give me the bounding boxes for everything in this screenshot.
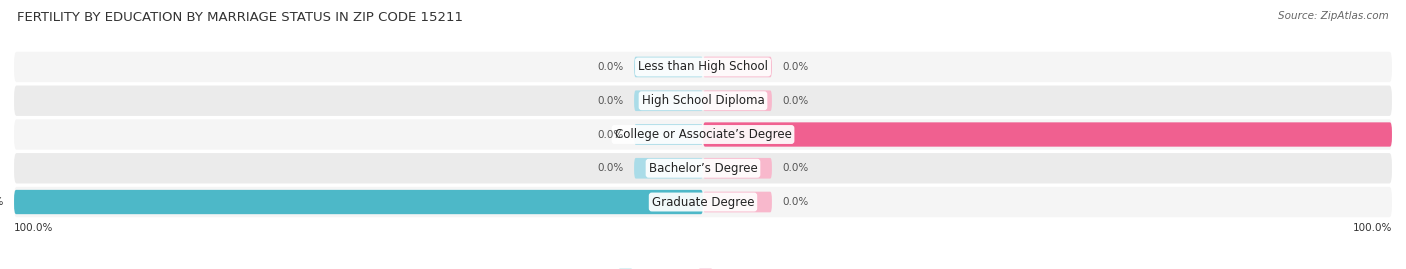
FancyBboxPatch shape [634,124,703,145]
Text: FERTILITY BY EDUCATION BY MARRIAGE STATUS IN ZIP CODE 15211: FERTILITY BY EDUCATION BY MARRIAGE STATU… [17,11,463,24]
Text: 0.0%: 0.0% [782,163,808,173]
FancyBboxPatch shape [703,192,772,212]
FancyBboxPatch shape [14,190,703,214]
Text: 0.0%: 0.0% [782,62,808,72]
Text: 100.0%: 100.0% [0,197,4,207]
Text: Source: ZipAtlas.com: Source: ZipAtlas.com [1278,11,1389,21]
FancyBboxPatch shape [14,187,1392,217]
Text: Graduate Degree: Graduate Degree [652,196,754,208]
FancyBboxPatch shape [703,158,772,179]
Text: 0.0%: 0.0% [782,197,808,207]
Legend: Married, Unmarried: Married, Unmarried [613,264,793,269]
FancyBboxPatch shape [634,57,703,77]
Text: 100.0%: 100.0% [1353,223,1392,233]
Text: 100.0%: 100.0% [14,223,53,233]
Text: 0.0%: 0.0% [598,62,624,72]
Text: Bachelor’s Degree: Bachelor’s Degree [648,162,758,175]
Text: 0.0%: 0.0% [598,163,624,173]
FancyBboxPatch shape [634,158,703,179]
Text: High School Diploma: High School Diploma [641,94,765,107]
FancyBboxPatch shape [14,119,1392,150]
Text: 0.0%: 0.0% [598,129,624,140]
Text: 100.0%: 100.0% [1402,129,1406,140]
FancyBboxPatch shape [14,52,1392,82]
FancyBboxPatch shape [703,57,772,77]
Text: College or Associate’s Degree: College or Associate’s Degree [614,128,792,141]
Text: Less than High School: Less than High School [638,61,768,73]
Text: 0.0%: 0.0% [782,96,808,106]
Text: 0.0%: 0.0% [598,96,624,106]
FancyBboxPatch shape [14,153,1392,183]
FancyBboxPatch shape [14,86,1392,116]
FancyBboxPatch shape [634,90,703,111]
FancyBboxPatch shape [703,90,772,111]
FancyBboxPatch shape [703,122,1392,147]
